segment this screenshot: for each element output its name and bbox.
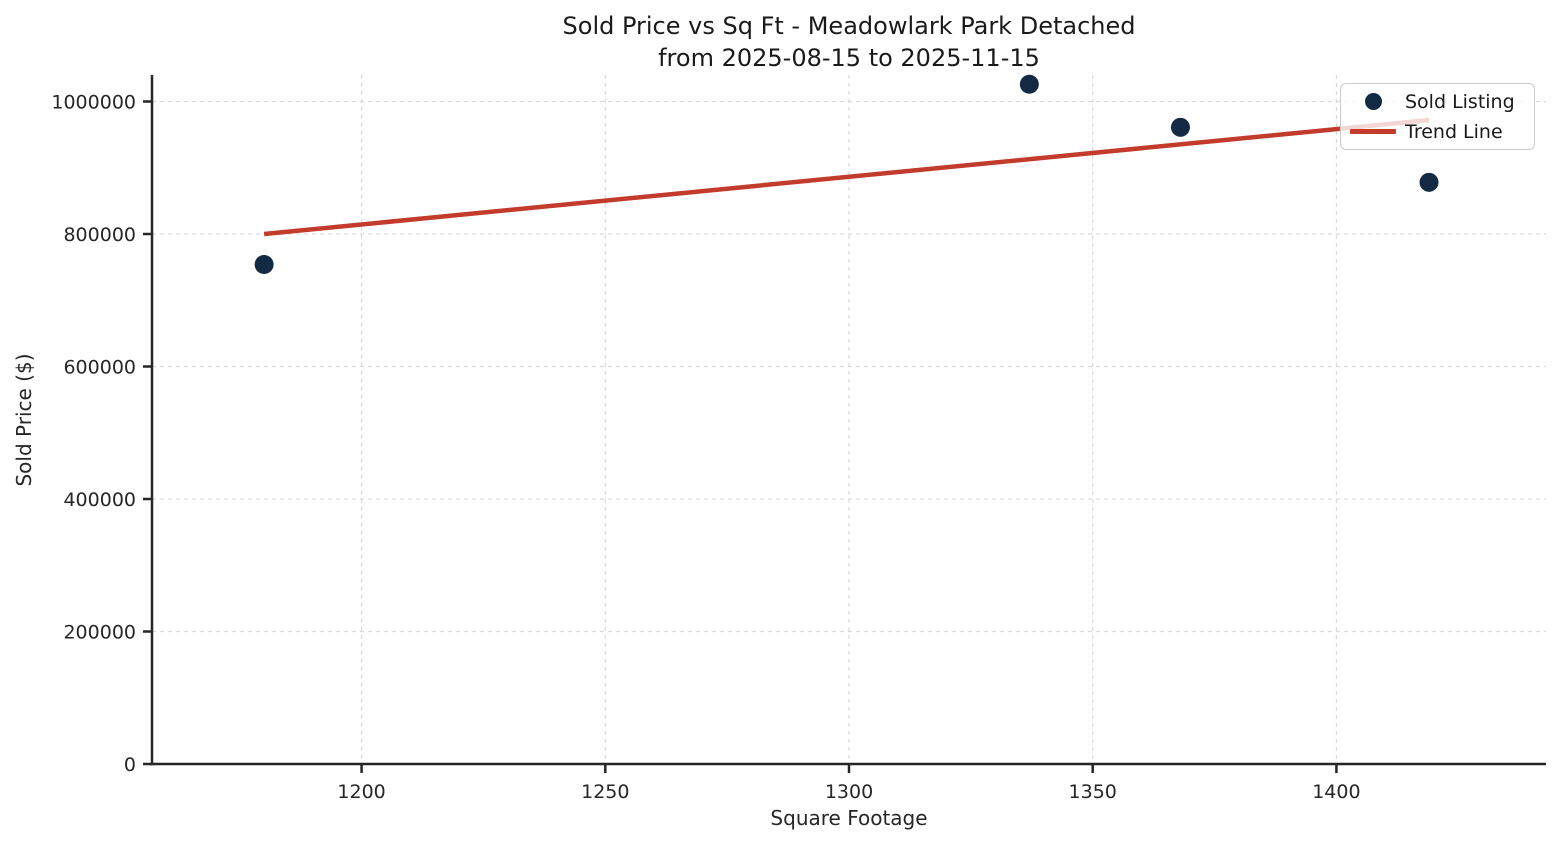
y-tick-label: 400000 xyxy=(63,489,136,511)
x-tick-label: 1200 xyxy=(337,781,385,803)
sold-listing-point xyxy=(254,254,274,274)
legend-label-trend-line: Trend Line xyxy=(1405,120,1503,143)
legend-entry-trend-line: Trend Line xyxy=(1341,117,1534,146)
y-tick-label: 200000 xyxy=(63,622,136,644)
legend: Sold Listing Trend Line xyxy=(1340,83,1535,150)
y-axis-label: Sold Price ($) xyxy=(12,353,36,487)
legend-entry-sold-listing: Sold Listing xyxy=(1341,87,1534,116)
y-tick-label: 0 xyxy=(124,754,136,776)
sold-listing-point xyxy=(1019,74,1039,94)
sold-listing-point xyxy=(1419,172,1439,192)
sold-listing-marker-icon xyxy=(1364,93,1382,110)
x-tick-label: 1300 xyxy=(825,781,873,803)
x-axis-label: Square Footage xyxy=(770,806,928,830)
y-tick-label: 1000000 xyxy=(51,92,136,114)
trend-line xyxy=(263,117,1430,237)
x-tick-label: 1250 xyxy=(581,781,629,803)
x-tick-label: 1400 xyxy=(1312,781,1360,803)
sold-listing-point xyxy=(1170,117,1190,137)
y-tick-label: 600000 xyxy=(63,357,136,379)
chart-subtitle: from 2025-08-15 to 2025-11-15 xyxy=(658,44,1040,72)
trend-line-marker-icon xyxy=(1350,129,1396,134)
x-tick-label: 1350 xyxy=(1069,781,1117,803)
y-tick-label: 800000 xyxy=(63,224,136,246)
legend-label-sold-listing: Sold Listing xyxy=(1405,90,1515,113)
chart-title: Sold Price vs Sq Ft - Meadowlark Park De… xyxy=(562,12,1136,40)
